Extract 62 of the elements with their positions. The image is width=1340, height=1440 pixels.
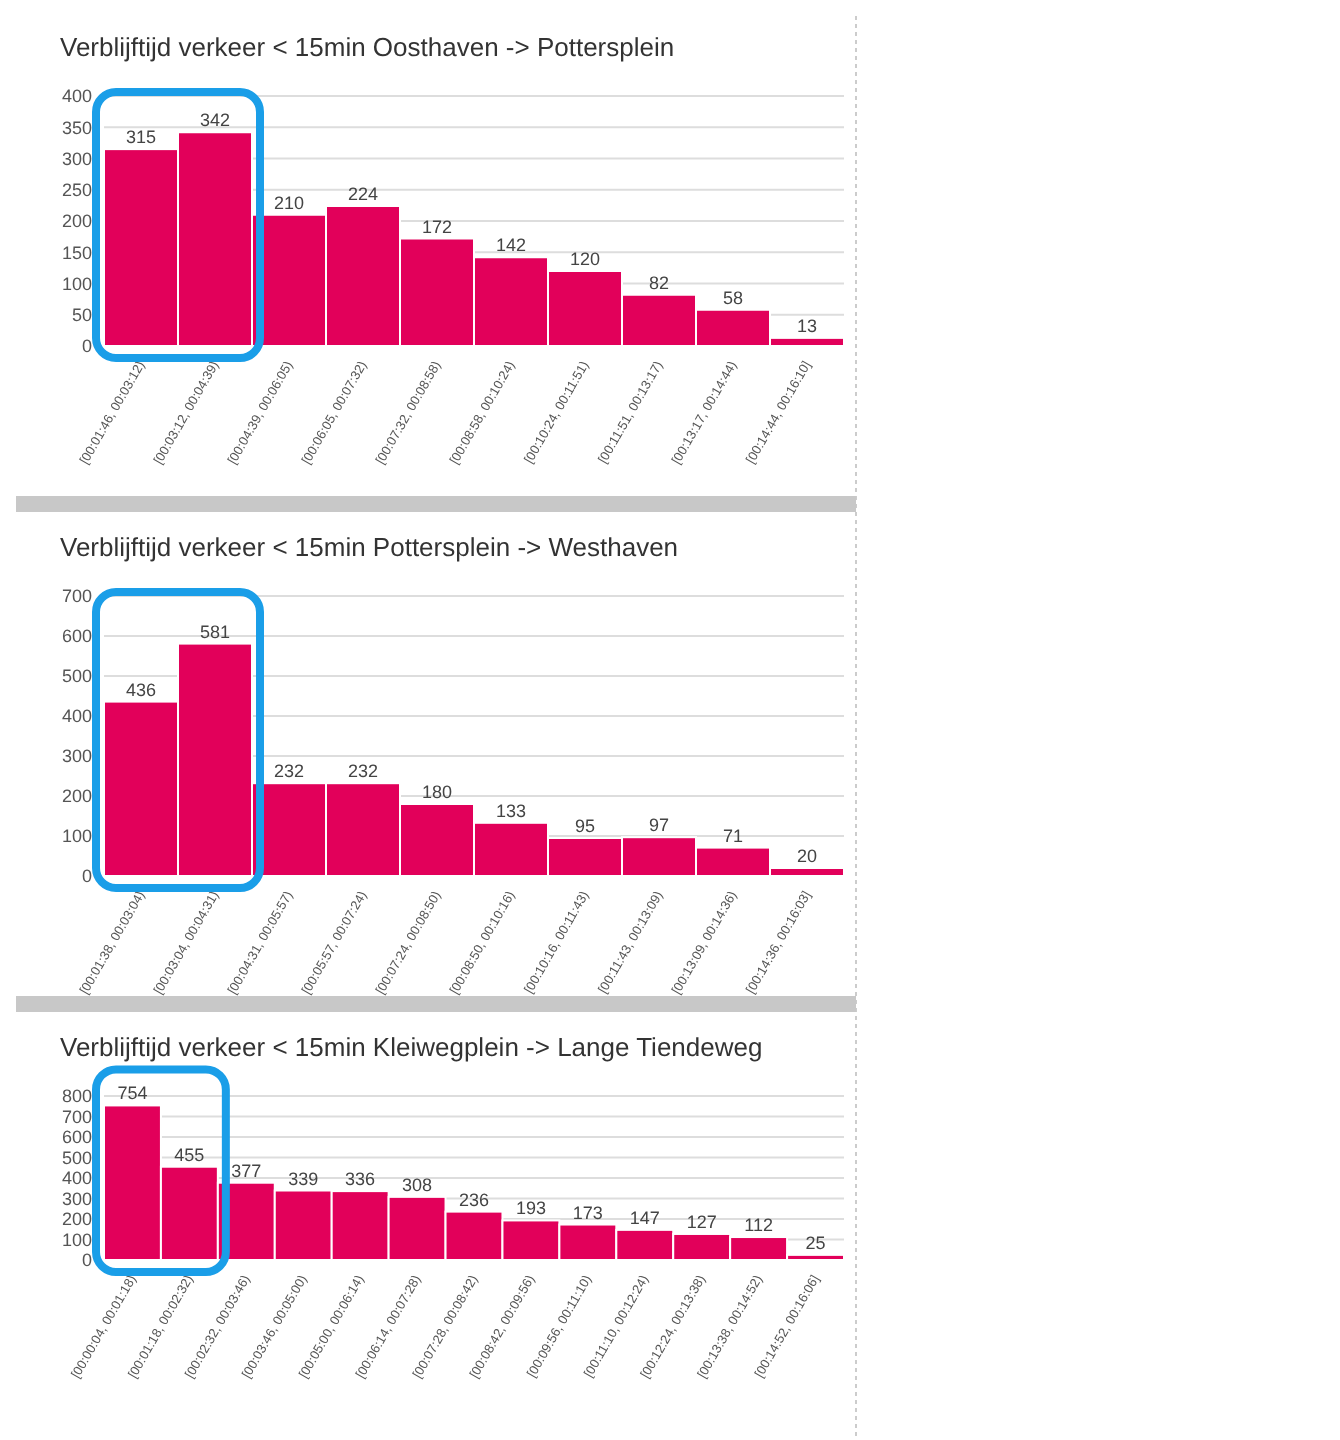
data-label: 71 xyxy=(722,825,744,846)
chart-title: Verblijftijd verkeer < 15min Kleiwegplein -> Lange Tiendeweg xyxy=(60,1032,763,1062)
y-tick-label: 600 xyxy=(61,626,92,647)
chart-title: Verblijftijd verkeer < 15min Pottersplein -> Westhaven xyxy=(60,532,679,562)
data-label: 342 xyxy=(199,110,231,131)
data-label: 95 xyxy=(574,816,596,836)
data-label: 172 xyxy=(421,216,453,237)
y-tick-label: 500 xyxy=(61,1147,92,1168)
y-tick-label: 0 xyxy=(81,1250,92,1271)
data-label: 142 xyxy=(495,235,527,256)
data-label: 377 xyxy=(231,1160,262,1181)
y-tick-label: 500 xyxy=(61,666,92,687)
data-label: 180 xyxy=(421,782,453,802)
chart-title: Verblijftijd verkeer < 15min Oosthaven -> Pottersplein xyxy=(60,32,675,62)
data-label: 173 xyxy=(572,1202,603,1223)
y-tick-label: 100 xyxy=(61,1229,92,1250)
y-tick-label: 700 xyxy=(61,1106,92,1127)
data-label: 82 xyxy=(648,272,670,293)
y-tick-label: 300 xyxy=(61,1188,92,1209)
y-tick-label: 400 xyxy=(61,1168,92,1189)
data-label: 236 xyxy=(458,1189,490,1210)
y-tick-label: 700 xyxy=(61,586,92,607)
data-label: 58 xyxy=(722,287,744,308)
data-label: 20 xyxy=(796,846,818,866)
y-tick-label: 150 xyxy=(61,242,92,263)
data-label: 224 xyxy=(347,184,379,204)
data-label: 112 xyxy=(744,1215,773,1236)
data-label: 193 xyxy=(515,1198,546,1219)
y-tick-label: 200 xyxy=(61,211,92,232)
y-tick-label: 100 xyxy=(61,273,92,294)
y-tick-label: 300 xyxy=(61,148,92,169)
y-tick-label: 300 xyxy=(61,746,92,767)
data-label: 232 xyxy=(273,761,305,782)
data-label: 436 xyxy=(125,679,157,700)
y-tick-label: 250 xyxy=(61,180,92,201)
data-label: 120 xyxy=(569,249,601,269)
data-label: 315 xyxy=(125,127,157,148)
data-label: 97 xyxy=(648,815,670,836)
y-tick-label: 0 xyxy=(81,336,92,357)
data-label: 754 xyxy=(117,1083,148,1104)
y-tick-label: 400 xyxy=(61,86,92,107)
data-label: 127 xyxy=(686,1211,717,1232)
data-label: 455 xyxy=(174,1144,205,1165)
data-label: 581 xyxy=(199,621,231,642)
data-label: 210 xyxy=(273,192,305,213)
y-tick-label: 100 xyxy=(61,826,92,847)
y-tick-label: 600 xyxy=(61,1127,92,1148)
data-label: 336 xyxy=(345,1169,376,1190)
data-label: 25 xyxy=(805,1232,826,1253)
data-label: 339 xyxy=(288,1168,319,1189)
y-tick-label: 400 xyxy=(61,706,92,727)
y-tick-label: 0 xyxy=(81,866,92,887)
data-label: 147 xyxy=(629,1207,660,1228)
y-tick-label: 200 xyxy=(61,1209,92,1230)
y-tick-label: 350 xyxy=(61,117,92,138)
data-label: 133 xyxy=(495,800,527,821)
data-label: 13 xyxy=(796,315,818,336)
y-tick-label: 50 xyxy=(71,305,92,326)
y-tick-label: 200 xyxy=(61,786,92,807)
data-label: 308 xyxy=(402,1174,433,1195)
data-label: 232 xyxy=(347,761,379,782)
y-tick-label: 800 xyxy=(61,1086,92,1107)
